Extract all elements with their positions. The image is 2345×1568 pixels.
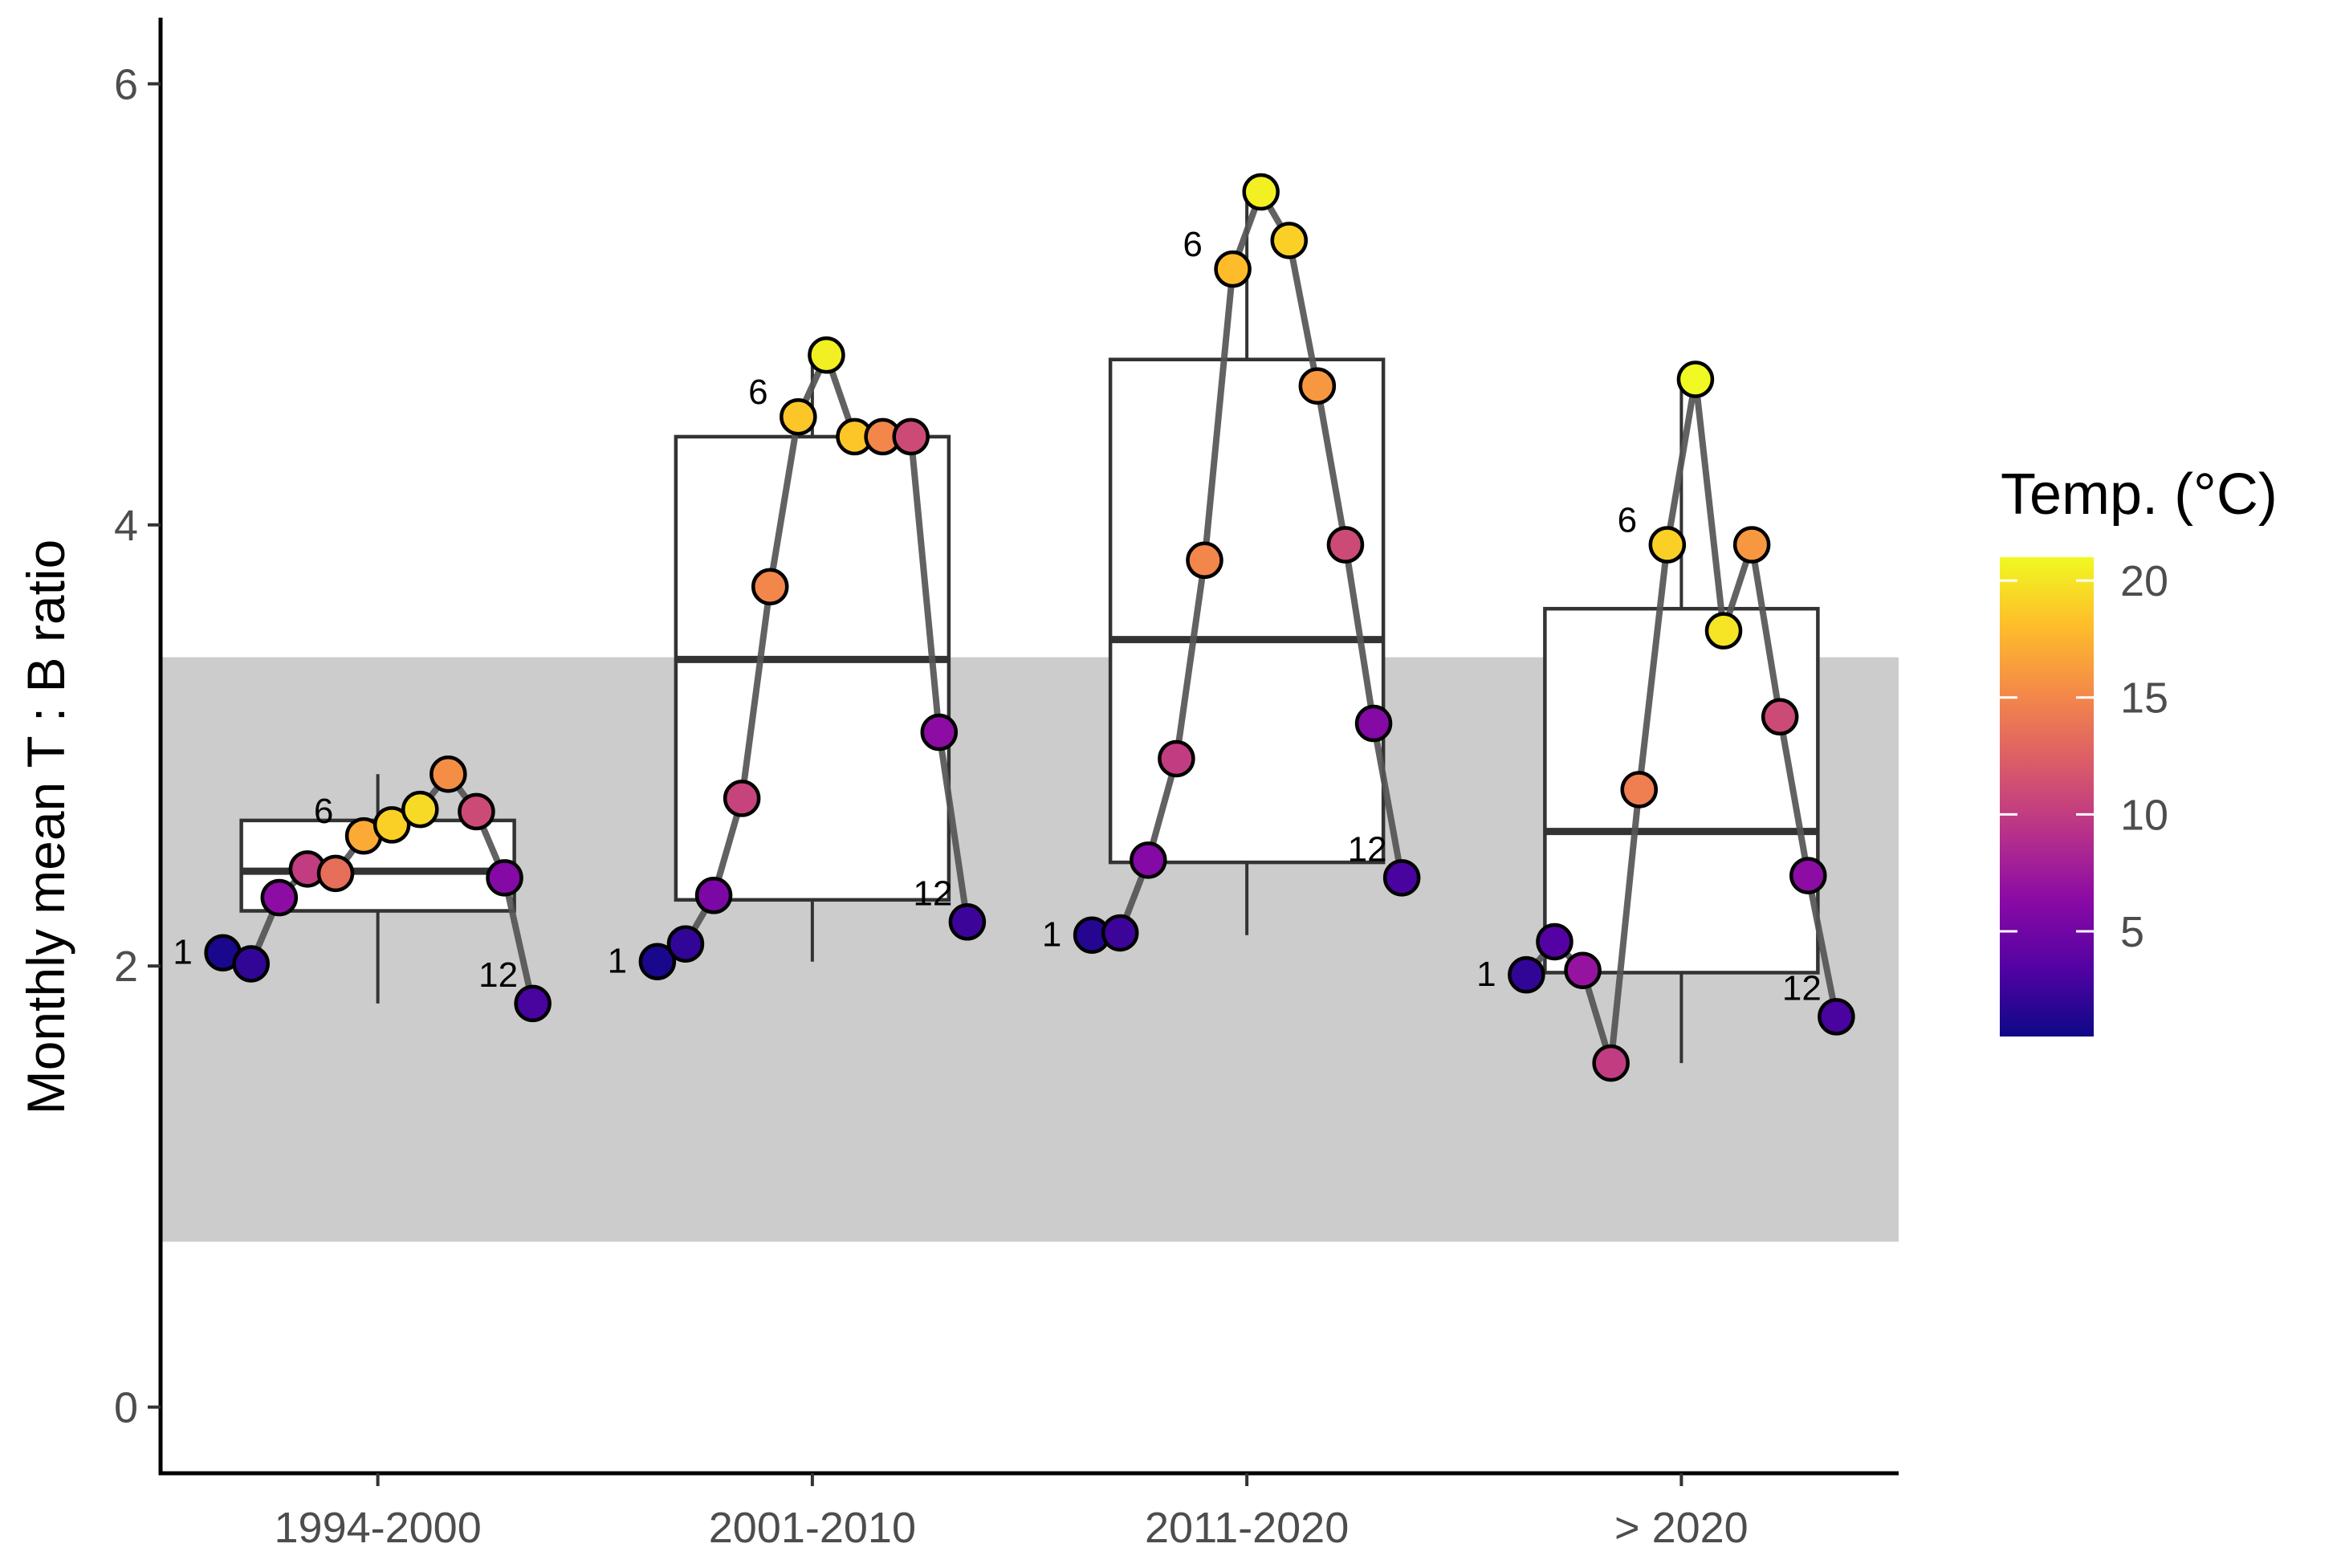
group-1: 2001-2010 1 6 12 <box>608 336 987 1552</box>
month-label: 1 <box>1476 955 1496 994</box>
box <box>1543 606 1820 975</box>
group-3: > 2020 1 6 12 <box>1476 360 1855 1552</box>
month-point <box>373 806 411 844</box>
month-point <box>1242 173 1280 211</box>
x-tick-label: 2001-2010 <box>709 1504 916 1552</box>
month-point <box>638 943 677 980</box>
month-point <box>260 878 299 917</box>
month-point <box>1186 541 1223 580</box>
month-point <box>1298 367 1337 405</box>
x-tick-label: 1994-2000 <box>275 1504 482 1552</box>
month-label: 6 <box>1618 501 1637 540</box>
y-tick-label: 4 <box>114 502 138 550</box>
box <box>1108 357 1386 865</box>
month-label: 12 <box>478 955 518 995</box>
month-point <box>1818 998 1855 1036</box>
month-point <box>1536 922 1574 961</box>
group-2: 2011-2020 1 6 12 <box>1042 173 1421 1552</box>
color-legend: Temp. (°C) 5 10 15 20 <box>2000 462 2278 1037</box>
month-point <box>232 945 270 983</box>
month-label: 6 <box>1183 225 1202 264</box>
month-point <box>401 790 439 829</box>
legend-ticks: 5 10 15 20 <box>2000 557 2168 956</box>
month-point <box>694 877 733 914</box>
month-point <box>1676 360 1715 398</box>
y-axis-title: Monthly mean T : B ratio <box>16 540 75 1115</box>
legend-tick-label: 20 <box>2120 557 2168 605</box>
month-point <box>514 984 552 1023</box>
month-point <box>920 713 959 751</box>
y-tick-label: 6 <box>114 60 138 108</box>
month-point <box>1648 526 1687 564</box>
month-point <box>486 859 523 897</box>
month-label: 1 <box>1042 915 1061 955</box>
month-point <box>430 755 467 793</box>
month-point <box>1620 771 1658 808</box>
month-point <box>1354 704 1393 743</box>
month-point <box>1130 841 1167 879</box>
month-point <box>666 925 705 963</box>
month-point <box>1564 951 1602 989</box>
box <box>674 434 951 902</box>
month-point <box>723 780 761 817</box>
month-point <box>1761 698 1799 736</box>
legend-tick-label: 5 <box>2120 908 2144 956</box>
month-point <box>1270 222 1309 259</box>
y-tick-label: 0 <box>114 1384 138 1432</box>
legend-tick-label: 15 <box>2120 674 2168 723</box>
month-point <box>1592 1044 1630 1082</box>
y-tick-label: 2 <box>114 943 138 991</box>
month-point <box>1789 857 1827 894</box>
month-point <box>1704 612 1743 650</box>
month-point <box>1508 955 1545 994</box>
month-point <box>1326 526 1365 564</box>
x-tick-label: 2011-2020 <box>1145 1504 1349 1552</box>
month-point <box>1732 526 1771 564</box>
month-point <box>780 397 817 436</box>
month-point <box>1382 859 1421 897</box>
month-label: 6 <box>748 373 767 412</box>
month-point <box>751 568 789 605</box>
legend-colorbar <box>2000 557 2094 1037</box>
month-point <box>1214 250 1252 288</box>
month-point <box>892 417 930 456</box>
month-label: 1 <box>608 942 627 981</box>
month-point <box>316 854 355 893</box>
group-0: 1994-2000 1 6 12 <box>173 755 552 1552</box>
month-point <box>1101 914 1139 952</box>
plot-area: 0 2 4 6 1994-2000 1 6 12 2001-2010 1 6 12 2011-2020 1… <box>114 18 1899 1552</box>
legend-title: Temp. (°C) <box>2001 462 2278 527</box>
month-point <box>948 903 987 941</box>
month-point <box>808 336 845 374</box>
month-label: 12 <box>913 874 952 913</box>
month-label: 12 <box>1782 968 1822 1008</box>
month-label: 12 <box>1348 829 1387 869</box>
month-point <box>1158 739 1195 778</box>
month-label: 6 <box>314 792 333 831</box>
month-point <box>458 792 495 831</box>
x-tick-label: > 2020 <box>1614 1504 1749 1552</box>
legend-tick-label: 10 <box>2120 791 2168 839</box>
month-label: 1 <box>173 933 192 972</box>
